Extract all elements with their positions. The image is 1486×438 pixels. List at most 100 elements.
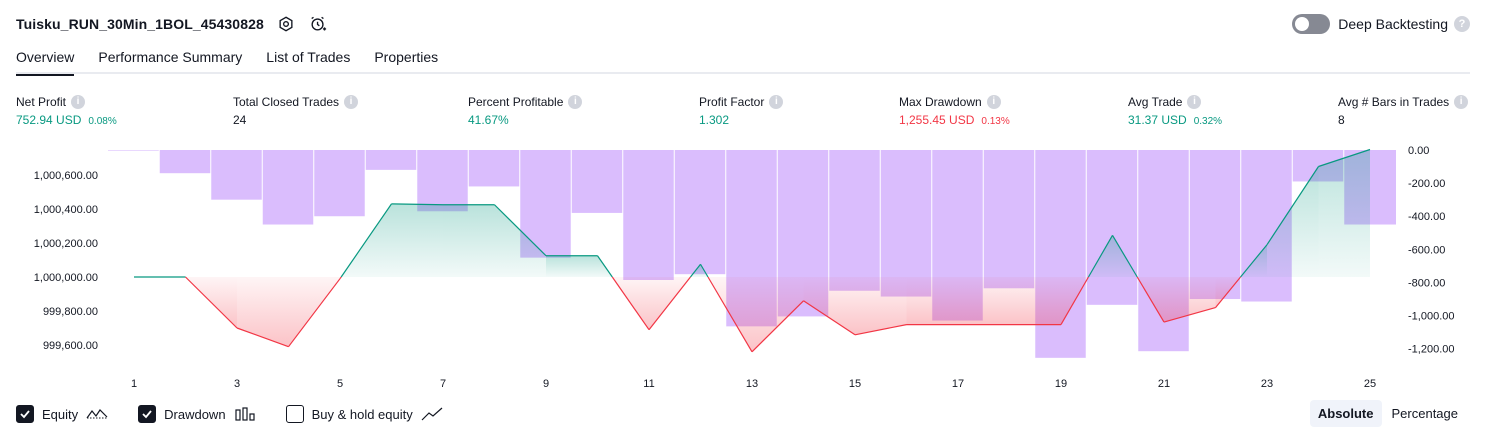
- equity-line-segment: [597, 255, 613, 278]
- y-left-tick-label: 1,000,400.00: [34, 204, 98, 216]
- drawdown-checkbox[interactable]: [138, 405, 157, 423]
- drawdown-bar[interactable]: [1086, 150, 1138, 305]
- stat-avg-bars: Avg # Bars in Trades i 8: [1338, 94, 1469, 129]
- drawdown-bar[interactable]: [468, 150, 520, 187]
- x-tick-label: 7: [440, 378, 446, 390]
- equity-line-segment: [1318, 148, 1371, 168]
- info-icon[interactable]: i: [1454, 94, 1469, 109]
- absolute-button[interactable]: Absolute: [1309, 400, 1382, 427]
- equity-line-segment: [185, 276, 238, 329]
- value-mode-switch: Absolute Percentage: [1308, 400, 1466, 427]
- equity-checkbox[interactable]: [16, 405, 34, 423]
- x-tick-label: 25: [1364, 378, 1376, 390]
- deep-backtesting-label: Deep Backtesting: [1338, 16, 1448, 32]
- drawdown-bar[interactable]: [314, 150, 365, 217]
- equity-loss-area: [649, 277, 691, 330]
- equity-line-segment: [494, 204, 547, 257]
- info-icon[interactable]: i: [986, 94, 1001, 109]
- equity-line-segment: [1163, 307, 1216, 323]
- strategy-title: Tuisku_RUN_30Min_1BOL_45430828: [16, 16, 264, 32]
- info-icon[interactable]: i: [344, 94, 359, 109]
- equity-loss-area: [906, 277, 958, 325]
- equity-line-segment: [236, 327, 289, 348]
- deep-backtesting-toggle[interactable]: [1292, 14, 1331, 34]
- x-tick-label: 13: [746, 378, 758, 390]
- info-icon[interactable]: i: [568, 94, 583, 109]
- equity-profit-area: [546, 255, 598, 277]
- y-left-tick-label: 1,000,600.00: [34, 170, 98, 182]
- x-tick-label: 3: [234, 378, 240, 390]
- stat-label: Percent Profitable: [468, 94, 564, 109]
- equity-line-segment: [854, 324, 907, 336]
- equity-profit-area: [1318, 149, 1370, 277]
- equity-line-segment: [1240, 244, 1268, 278]
- stat-profit-factor: Profit Factor i 1.302: [699, 94, 784, 129]
- y-right-tick-label: 0.00: [1408, 145, 1429, 157]
- equity-line-segment: [648, 276, 691, 331]
- stat-value: 752.94 USD: [16, 113, 82, 127]
- drawdown-bar[interactable]: [674, 150, 726, 275]
- drawdown-bar[interactable]: [1035, 150, 1086, 358]
- drawdown-bar[interactable]: [262, 150, 314, 225]
- tab-overview[interactable]: Overview: [16, 46, 75, 76]
- stat-percent: 0.08%: [88, 116, 117, 127]
- x-tick-label: 19: [1055, 378, 1067, 390]
- drawdown-bar[interactable]: [623, 150, 674, 280]
- checkmark-icon: [20, 410, 30, 419]
- drawdown-bar[interactable]: [1189, 150, 1241, 300]
- equity-profit-area: [443, 204, 495, 277]
- drawdown-bar[interactable]: [880, 150, 932, 297]
- y-right-tick-label: -800.00: [1408, 277, 1445, 289]
- drawdown-bar[interactable]: [211, 150, 262, 200]
- drawdown-bar[interactable]: [983, 150, 1035, 289]
- add-alert-icon[interactable]: [308, 14, 328, 34]
- equity-line-segment: [340, 203, 392, 278]
- legend-equity[interactable]: Equity: [16, 405, 108, 423]
- drawdown-bar[interactable]: [365, 150, 417, 170]
- equity-profit-area: [1267, 166, 1319, 277]
- summary-stats: Net Profit i 752.94 USD 0.08% Total Closed…: [0, 94, 1486, 130]
- equity-line-segment: [1266, 166, 1320, 246]
- equity-line-segment: [1111, 235, 1138, 278]
- settings-icon[interactable]: [276, 14, 296, 34]
- info-icon[interactable]: i: [71, 94, 86, 109]
- equity-profit-area: [494, 204, 546, 277]
- legend-drawdown[interactable]: Drawdown: [138, 405, 255, 423]
- strategy-header: Tuisku_RUN_30Min_1BOL_45430828: [16, 12, 328, 36]
- tab-performance-summary[interactable]: Performance Summary: [98, 49, 243, 65]
- help-icon[interactable]: ?: [1454, 16, 1470, 32]
- percentage-button[interactable]: Percentage: [1391, 406, 1459, 421]
- y-left-tick-label: 999,600.00: [43, 340, 98, 352]
- stat-value: 24: [233, 113, 247, 127]
- drawdown-bar[interactable]: [829, 150, 880, 291]
- info-icon[interactable]: i: [1187, 94, 1202, 109]
- stat-max-drawdown: Max Drawdown i 1,255.45 USD 0.13%: [899, 94, 1010, 129]
- buy-hold-checkbox[interactable]: [285, 405, 304, 423]
- legend-buy-hold[interactable]: Buy & hold equity: [285, 405, 443, 423]
- y-left-tick-label: 1,000,200.00: [34, 238, 98, 250]
- chart-legend: Equity Drawdown Buy & hold equity: [16, 402, 473, 426]
- info-icon[interactable]: i: [769, 94, 784, 109]
- drawdown-bar[interactable]: [159, 150, 211, 174]
- tab-properties[interactable]: Properties: [374, 49, 439, 65]
- equity-line-segment: [699, 263, 709, 278]
- legend-drawdown-label: Drawdown: [164, 406, 226, 422]
- drawdown-bar[interactable]: [571, 150, 623, 213]
- tab-list-of-trades[interactable]: List of Trades: [266, 49, 351, 65]
- stat-value: 31.37 USD: [1128, 113, 1187, 127]
- equity-line-segment: [707, 276, 753, 353]
- equity-drawdown-chart[interactable]: 1,000,600.00 1,000,400.00 1,000,200.00 1,00…: [0, 138, 1486, 390]
- x-tick-label: 11: [643, 378, 654, 390]
- equity-loss-area: [958, 277, 1010, 325]
- equity-loss-area: [803, 277, 855, 335]
- equity-line-segment: [391, 203, 444, 206]
- equity-loss-area: [752, 277, 804, 352]
- x-tick-label: 21: [1158, 378, 1170, 390]
- stat-total-closed-trades: Total Closed Trades i 24: [233, 94, 359, 129]
- checkmark-icon: [142, 410, 152, 419]
- y-left-tick-label: 999,800.00: [43, 306, 98, 318]
- drawdown-bar[interactable]: [417, 150, 468, 212]
- y-left-tick-label: 1,000,000.00: [34, 272, 98, 284]
- drawdown-bar[interactable]: [108, 150, 159, 151]
- stat-label: Max Drawdown: [899, 94, 982, 109]
